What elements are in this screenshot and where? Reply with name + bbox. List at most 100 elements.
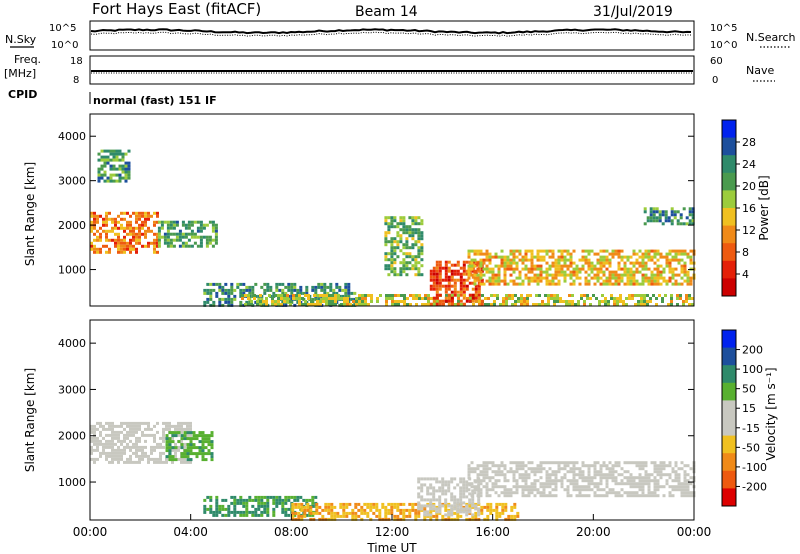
vel-data-cell — [518, 473, 522, 477]
power-data-cell — [688, 219, 692, 223]
vel-data-cell — [671, 467, 675, 471]
power-data-cell — [670, 213, 674, 217]
power-data-cell — [676, 222, 680, 226]
power-data-cell — [100, 167, 104, 171]
power-data-cell — [653, 279, 657, 283]
power-data-cell — [93, 214, 96, 218]
power-data-cell — [677, 252, 681, 256]
power-data-cell — [221, 303, 225, 307]
power-data-cell — [328, 300, 331, 303]
power-data-cell — [680, 258, 684, 262]
power-data-cell — [659, 273, 663, 277]
vel-data-cell — [123, 439, 126, 443]
power-data-cell — [316, 294, 319, 297]
vel-data-cell — [384, 505, 388, 509]
power-data-cell — [462, 290, 466, 294]
vel-data-cell — [491, 470, 495, 474]
vel-data-cell — [641, 479, 645, 483]
power-data-cell — [680, 282, 684, 286]
vel-data-cell — [438, 489, 442, 493]
power-data-cell — [496, 294, 499, 297]
vel-data-cell — [470, 485, 474, 489]
power-data-cell — [620, 279, 624, 283]
vel-data-cell — [254, 513, 258, 517]
power-data-cell — [617, 267, 621, 271]
power-data-cell — [676, 303, 679, 306]
power-data-cell — [99, 232, 102, 236]
vel-data-cell — [518, 464, 522, 468]
velocity-colorbar-swatch — [722, 382, 736, 401]
vel-data-cell — [471, 489, 475, 493]
power-data-cell — [214, 235, 218, 239]
vel-data-cell — [351, 508, 355, 512]
vel-data-cell — [608, 491, 612, 495]
power-data-cell — [390, 219, 394, 223]
power-data-cell — [405, 231, 409, 235]
power-data-cell — [93, 226, 96, 230]
vel-data-cell — [647, 488, 651, 492]
power-data-cell — [548, 282, 552, 286]
vel-data-cell — [330, 517, 334, 521]
power-data-cell — [344, 288, 348, 292]
power-data-cell — [569, 261, 573, 265]
power-colorbar-swatch — [722, 278, 736, 297]
power-data-cell — [99, 226, 102, 230]
vel-data-cell — [554, 488, 558, 492]
vel-data-cell — [242, 510, 246, 514]
power-data-cell — [157, 226, 161, 230]
vel-data-cell — [533, 467, 537, 471]
power-data-cell — [248, 291, 252, 295]
power-data-cell — [641, 258, 645, 262]
power-data-cell — [132, 229, 135, 233]
power-data-cell — [521, 282, 525, 286]
vel-data-cell — [266, 504, 270, 508]
vel-data-cell — [524, 473, 528, 477]
power-data-cell — [402, 225, 406, 229]
vel-data-cell — [491, 482, 495, 486]
vel-data-cell — [486, 502, 490, 506]
power-data-cell — [144, 214, 147, 218]
power-data-cell — [438, 260, 442, 264]
vel-data-cell — [266, 510, 270, 514]
power-data-cell — [447, 302, 451, 306]
power-data-cell — [394, 303, 397, 306]
power-data-cell — [157, 232, 161, 236]
power-data-cell — [557, 273, 561, 277]
vel-data-cell — [129, 457, 132, 461]
vel-data-cell — [209, 504, 213, 508]
vel-data-cell — [254, 510, 258, 514]
vel-data-cell — [605, 467, 609, 471]
power-data-cell — [127, 173, 131, 177]
power-data-cell — [689, 279, 693, 283]
vel-data-cell — [441, 486, 445, 490]
vel-data-cell — [462, 507, 466, 511]
nave-tick-low: 0 — [712, 75, 718, 86]
vel-data-cell — [450, 513, 454, 517]
vel-data-cell — [482, 479, 486, 483]
vel-data-cell — [180, 452, 184, 456]
vel-data-cell — [114, 442, 117, 446]
power-data-cell — [271, 303, 274, 306]
power-data-cell — [643, 210, 647, 214]
power-data-cell — [456, 290, 460, 294]
vel-data-cell — [539, 467, 543, 471]
power-data-cell — [575, 273, 579, 277]
vel-data-cell — [641, 485, 645, 489]
power-data-cell — [334, 294, 337, 297]
power-data-cell — [358, 294, 361, 297]
power-data-cell — [239, 291, 243, 295]
power-data-cell — [364, 303, 367, 306]
vel-data-cell — [281, 510, 285, 514]
vel-data-cell — [545, 482, 549, 486]
nave-tick-high: 60 — [710, 56, 723, 67]
vel-data-cell — [354, 505, 358, 509]
vel-data-cell — [432, 498, 436, 502]
power-data-cell — [156, 250, 159, 254]
power-data-cell — [456, 263, 460, 267]
power-data-cell — [408, 252, 412, 256]
power-data-cell — [388, 297, 391, 300]
vel-data-cell — [653, 464, 657, 468]
power-data-cell — [509, 252, 513, 256]
power-data-cell — [503, 261, 507, 265]
vel-data-cell — [342, 514, 346, 518]
